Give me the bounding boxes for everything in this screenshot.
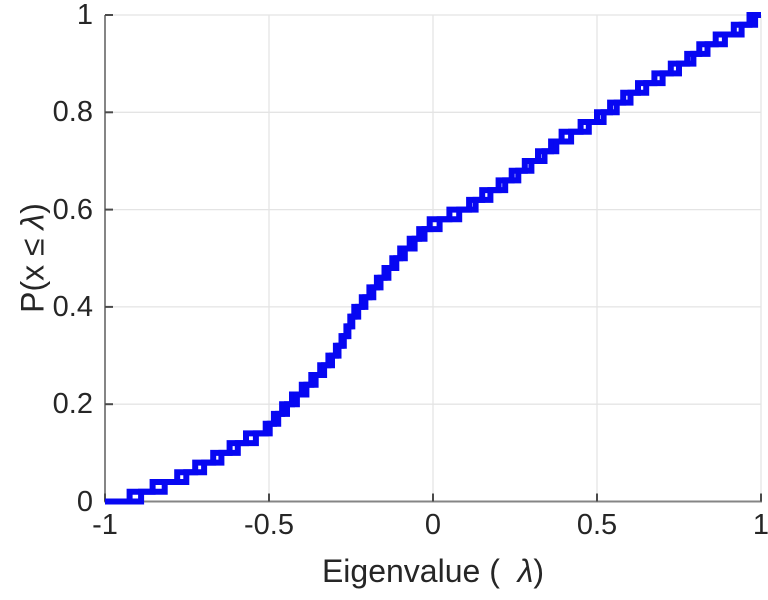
- x-axis-label: Eigenvalue ( λ): [322, 553, 544, 590]
- y-tick-label: 0: [76, 485, 93, 518]
- y-tick-label: 0.2: [52, 388, 93, 421]
- y-axis-label-close: ): [14, 203, 51, 214]
- y-tick-label: 0.8: [52, 96, 93, 129]
- y-axis-label-text: P(x ≤: [14, 229, 51, 313]
- x-axis-label-text: Eigenvalue (: [321, 553, 518, 589]
- x-tick-label: -0.5: [244, 509, 294, 541]
- y-tick-label: 0.4: [52, 290, 93, 323]
- x-tick-label: -1: [92, 509, 118, 541]
- y-tick-label: 1: [76, 0, 93, 31]
- x-tick-label: 0: [424, 509, 442, 541]
- x-axis-label-close: ): [533, 553, 545, 589]
- y-tick-label: 0.6: [52, 193, 93, 226]
- ecdf-stairs-offset: [105, 12, 761, 505]
- x-tick-label: 1: [752, 509, 768, 541]
- x-tick-label: 0.5: [576, 509, 618, 541]
- lambda-symbol: λ: [517, 553, 534, 589]
- lambda-symbol: λ: [14, 213, 51, 230]
- y-axis-label: P(x ≤ λ): [15, 203, 52, 313]
